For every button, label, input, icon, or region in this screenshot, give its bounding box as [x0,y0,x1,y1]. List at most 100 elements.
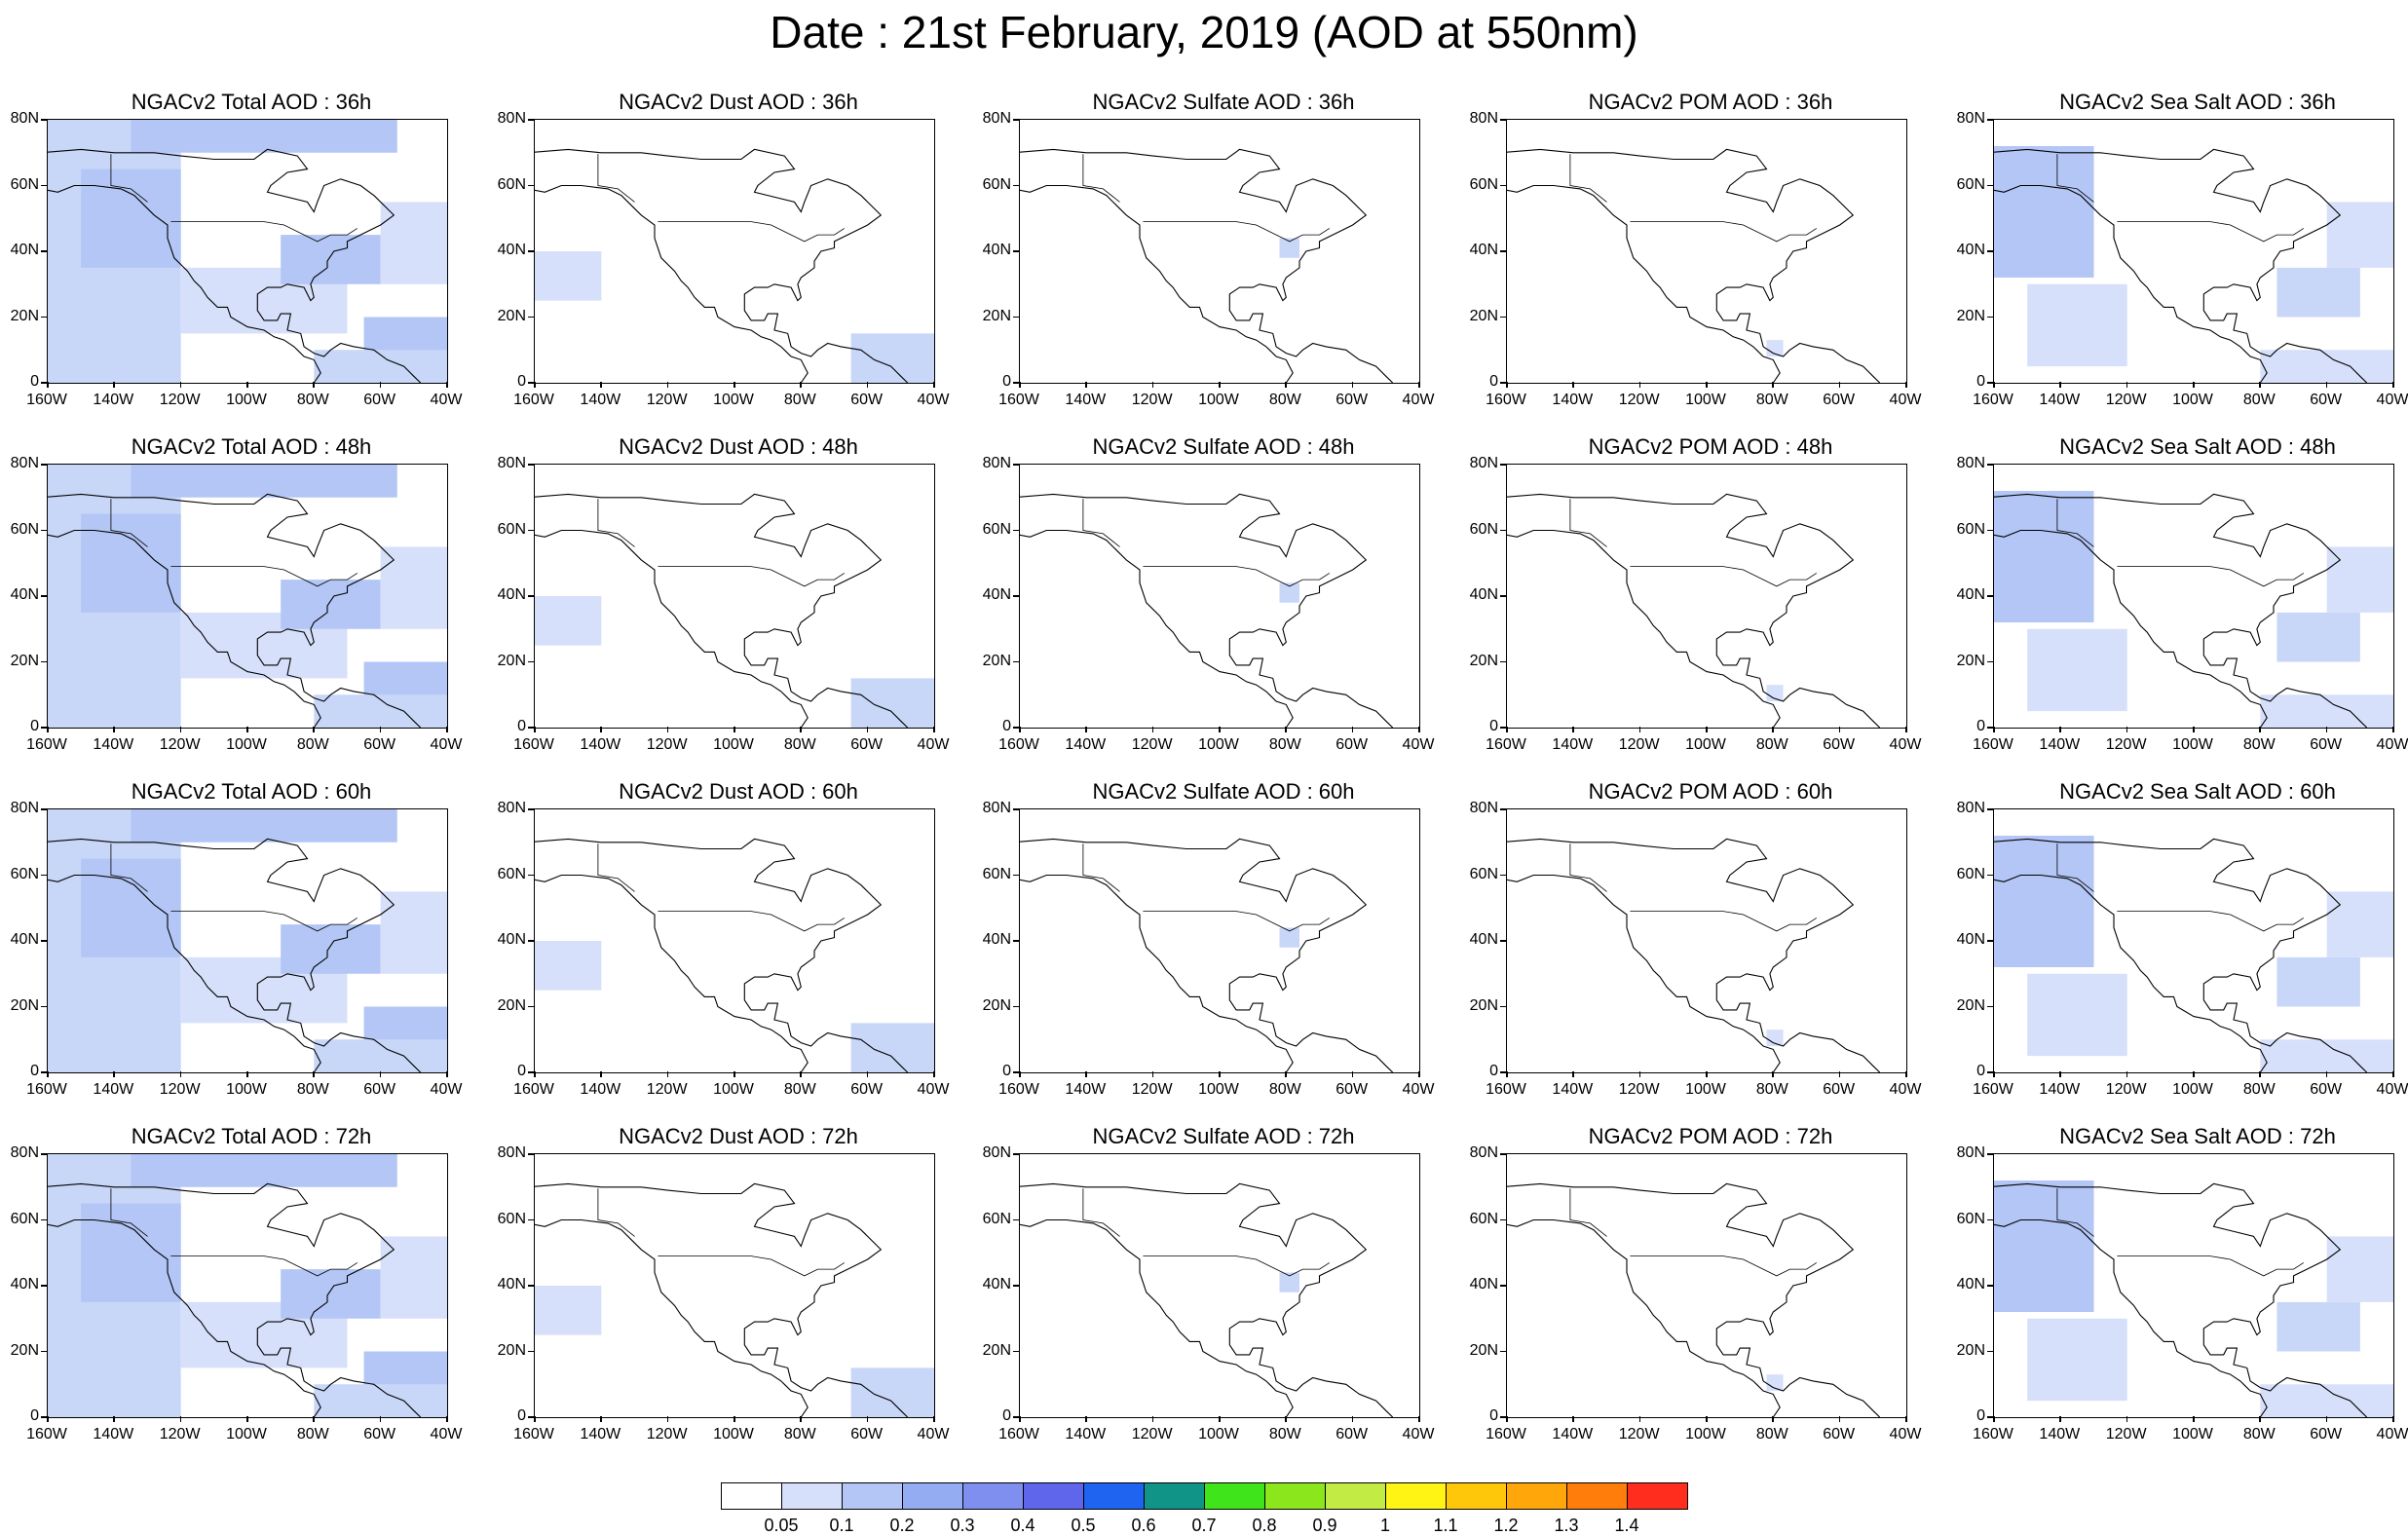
lon-tick-label: 120W [646,1426,688,1442]
lon-tick [2193,727,2195,732]
aod-shading [81,1203,181,1302]
lat-tick [528,595,534,597]
lon-tick-label: 160W [26,736,67,753]
lon-tick-label: 40W [917,1081,950,1098]
lon-tick-label: 60W [1336,736,1369,753]
lat-tick [1500,1285,1506,1287]
lon-tick-label: 100W [226,736,267,753]
map-canvas [48,809,447,1072]
map-plot [1993,464,2394,729]
lat-tick [1013,1071,1019,1073]
lat-tick [41,660,47,662]
aod-shading [1766,685,1784,701]
border-line [110,1188,148,1237]
coastline [535,529,809,728]
lat-tick-label: 60N [1956,520,1985,538]
lon-tick [1838,727,1841,732]
colorbar-swatch [1566,1482,1628,1510]
lon-tick-label: 40W [430,736,463,753]
lon-tick-label: 120W [1618,1426,1660,1442]
lon-tick [2059,382,2061,388]
map-panel: NGACv2 Total AOD : 36h 80N 60N 40N 20N 0 160W 1… [0,90,487,435]
map-panel: NGACv2 Sulfate AOD : 60h 80N 60N 40N 20N 0 160… [972,779,1459,1125]
lat-tick [528,660,534,662]
map-plot [1993,1153,2394,1418]
lat-tick [1500,808,1506,810]
lon-tick [1019,1416,1021,1422]
coastline [1020,838,1394,1072]
lon-tick-label: 40W [2376,1426,2408,1442]
lon-tick-label: 140W [2039,736,2081,753]
lon-tick-label: 120W [1131,1426,1173,1442]
lon-tick-label: 60W [850,1426,884,1442]
lat-tick-label: 0 [1489,718,1498,734]
colorbar-swatch [1385,1482,1447,1510]
lat-tick [1013,874,1019,876]
lon-tick-label: 140W [2039,1081,2081,1098]
lat-tick-label: 40N [10,931,39,948]
lon-tick [666,727,669,732]
lon-tick-label: 100W [713,1426,754,1442]
lon-tick-label: 60W [363,1426,396,1442]
aod-shading [1766,1030,1784,1046]
lon-tick-label: 60W [363,736,396,753]
coastline [1994,529,2268,728]
lat-tick [528,464,534,466]
lat-tick-label: 0 [30,373,39,390]
lon-tick [1506,382,1508,388]
lon-tick [734,1416,735,1422]
aod-shading [1766,340,1784,356]
aod-shading [2276,956,2360,1007]
lon-tick-label: 140W [1065,1426,1107,1442]
lon-tick-label: 140W [1552,736,1594,753]
lon-tick-label: 140W [93,1426,134,1442]
coastline [48,529,321,728]
lon-tick [2059,727,2061,732]
coastline [1020,148,1394,383]
aod-shading [1994,1180,2094,1312]
border-line [1143,566,1331,587]
lon-tick-label: 140W [93,736,134,753]
lon-tick-label: 120W [2105,392,2147,408]
border-line [1082,1188,1120,1237]
lat-tick-label: 0 [1002,373,1011,390]
lat-tick [1987,464,1993,466]
lat-tick-label: 40N [1956,242,1985,258]
lat-tick-label: 80N [982,800,1011,816]
lon-tick [1085,1071,1087,1077]
border-line [1143,911,1331,932]
map-plot [1019,119,1420,384]
border-line [1082,154,1120,203]
lat-tick [528,316,534,318]
lat-tick-label: 20N [1956,996,1985,1014]
lon-tick [800,727,802,732]
lat-tick-label: 0 [30,1407,39,1424]
colorbar-swatch [902,1482,963,1510]
lon-tick [800,382,802,388]
lat-tick-label: 20N [497,307,526,324]
lat-tick [1987,1416,1993,1418]
lon-tick-label: 40W [1889,392,1922,408]
lat-tick [1013,316,1019,318]
lon-tick [1151,1071,1154,1077]
lon-tick [534,1416,536,1422]
lon-tick [1905,382,1907,388]
lon-tick-label: 40W [1889,1081,1922,1098]
figure-title: Date : 21st February, 2019 (AOD at 550nm… [770,7,1638,57]
lon-tick [1351,1416,1354,1422]
colorbar-label: 0.05 [764,1516,799,1535]
lon-tick [1706,1071,1708,1077]
lon-tick [1838,1071,1841,1077]
lat-tick-label: 80N [1956,110,1985,127]
coastline [1507,838,1881,1072]
lon-tick [2392,1071,2394,1077]
border-line [2056,154,2094,203]
lon-tick-label: 100W [2172,392,2213,408]
aod-shading [1279,238,1299,258]
lon-tick-label: 160W [1973,736,2013,753]
lon-tick-label: 140W [580,736,621,753]
lon-tick [1638,1416,1641,1422]
lat-tick [1013,595,1019,597]
lat-tick-label: 80N [497,110,526,127]
lat-tick [528,1153,534,1155]
